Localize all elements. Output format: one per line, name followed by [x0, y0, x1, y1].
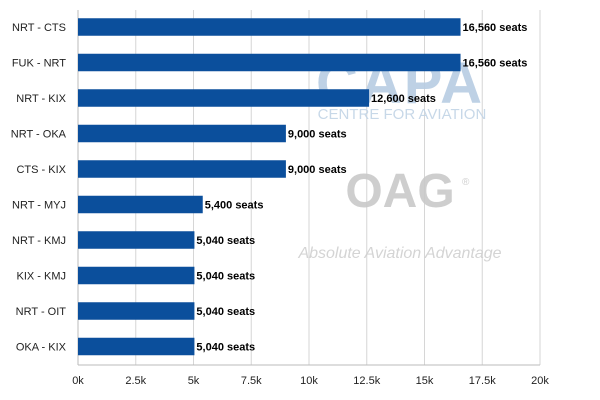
bar	[78, 89, 370, 107]
bar	[78, 231, 195, 249]
x-tick-label: 0k	[72, 375, 84, 387]
x-tick-label: 15k	[416, 375, 434, 387]
bar	[78, 302, 195, 320]
x-tick-label: 12.5k	[353, 375, 380, 387]
category-label: NRT - CTS	[12, 22, 66, 34]
oag-registered-mark: ®	[462, 177, 470, 188]
bar	[78, 124, 286, 143]
bar	[78, 18, 461, 36]
bar	[78, 337, 195, 356]
bar	[78, 53, 461, 72]
bar-data-label: 12,600 seats	[371, 93, 436, 105]
bar-data-label: 5,400 seats	[205, 200, 264, 212]
category-label: NRT - MYJ	[12, 200, 66, 212]
bar-data-label: 9,000 seats	[288, 129, 347, 141]
watermark: CAPA CENTRE FOR AVIATION OAG ® Absolute …	[297, 51, 501, 262]
bar-data-label: 16,560 seats	[463, 58, 528, 70]
bar	[78, 160, 286, 178]
x-axis-tick-labels: 0k 2.5k 5k 7.5k 10k 12.5k 15k 17.5k 20k	[72, 375, 549, 387]
bar-data-label: 16,560 seats	[463, 22, 528, 34]
x-tick-label: 17.5k	[469, 375, 496, 387]
bars	[78, 18, 461, 356]
x-tick-label: 7.5k	[241, 375, 262, 387]
bar-data-label: 5,040 seats	[196, 342, 255, 354]
oag-watermark: OAG	[345, 165, 454, 218]
category-label: CTS - KIX	[16, 164, 66, 176]
bar	[78, 266, 195, 285]
bar-data-label: 5,040 seats	[196, 235, 255, 247]
category-label: NRT - OKA	[11, 129, 67, 141]
bar	[78, 195, 203, 214]
category-label: NRT - KMJ	[12, 235, 66, 247]
category-label: NRT - OIT	[16, 306, 67, 318]
bar-data-label: 9,000 seats	[288, 164, 347, 176]
x-tick-label: 5k	[188, 375, 200, 387]
category-label: NRT - KIX	[16, 93, 66, 105]
category-label: FUK - NRT	[12, 58, 66, 70]
category-label: KIX - KMJ	[16, 271, 66, 283]
oag-tagline-watermark: Absolute Aviation Advantage	[297, 245, 501, 262]
bar-data-label: 5,040 seats	[196, 271, 255, 283]
bar-data-label: 5,040 seats	[196, 306, 255, 318]
x-tick-label: 20k	[531, 375, 549, 387]
data-labels: 16,560 seats 16,560 seats 12,600 seats 9,00…	[196, 22, 527, 354]
capa-subtitle-watermark: CENTRE FOR AVIATION	[318, 106, 487, 123]
x-tick-label: 2.5k	[125, 375, 146, 387]
x-tick-label: 10k	[300, 375, 318, 387]
category-labels: NRT - CTS FUK - NRT NRT - KIX NRT - OKA CTS …	[11, 22, 67, 354]
category-label: OKA - KIX	[16, 342, 67, 354]
